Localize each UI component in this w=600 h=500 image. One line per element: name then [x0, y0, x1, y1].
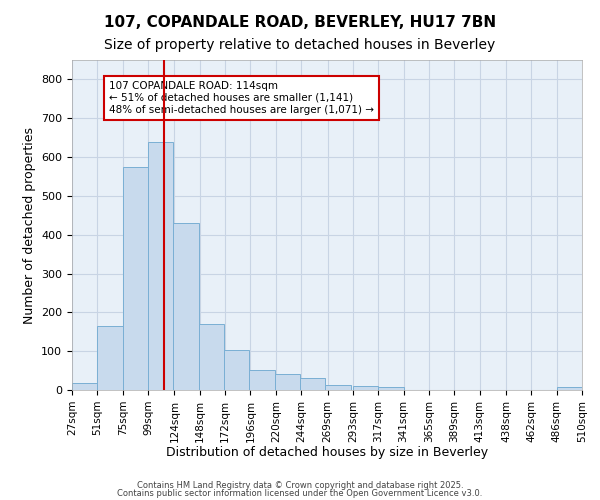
Bar: [353, 386, 378, 390]
Text: Contains HM Land Registry data © Crown copyright and database right 2025.: Contains HM Land Registry data © Crown c…: [137, 480, 463, 490]
Text: 107 COPANDALE ROAD: 114sqm
← 51% of detached houses are smaller (1,141)
48% of s: 107 COPANDALE ROAD: 114sqm ← 51% of deta…: [109, 82, 374, 114]
Bar: [557, 388, 582, 390]
Bar: [97, 326, 122, 390]
X-axis label: Distribution of detached houses by size in Beverley: Distribution of detached houses by size …: [166, 446, 488, 459]
Bar: [250, 370, 275, 390]
Bar: [173, 223, 199, 390]
Bar: [199, 324, 224, 390]
Text: 107, COPANDALE ROAD, BEVERLEY, HU17 7BN: 107, COPANDALE ROAD, BEVERLEY, HU17 7BN: [104, 15, 496, 30]
Bar: [325, 385, 351, 390]
Bar: [72, 384, 97, 390]
Y-axis label: Number of detached properties: Number of detached properties: [23, 126, 35, 324]
Bar: [224, 350, 250, 390]
Text: Size of property relative to detached houses in Beverley: Size of property relative to detached ho…: [104, 38, 496, 52]
Bar: [300, 378, 325, 390]
Bar: [122, 167, 148, 390]
Text: Contains public sector information licensed under the Open Government Licence v3: Contains public sector information licen…: [118, 489, 482, 498]
Bar: [275, 374, 300, 390]
Bar: [378, 387, 404, 390]
Bar: [148, 142, 173, 390]
